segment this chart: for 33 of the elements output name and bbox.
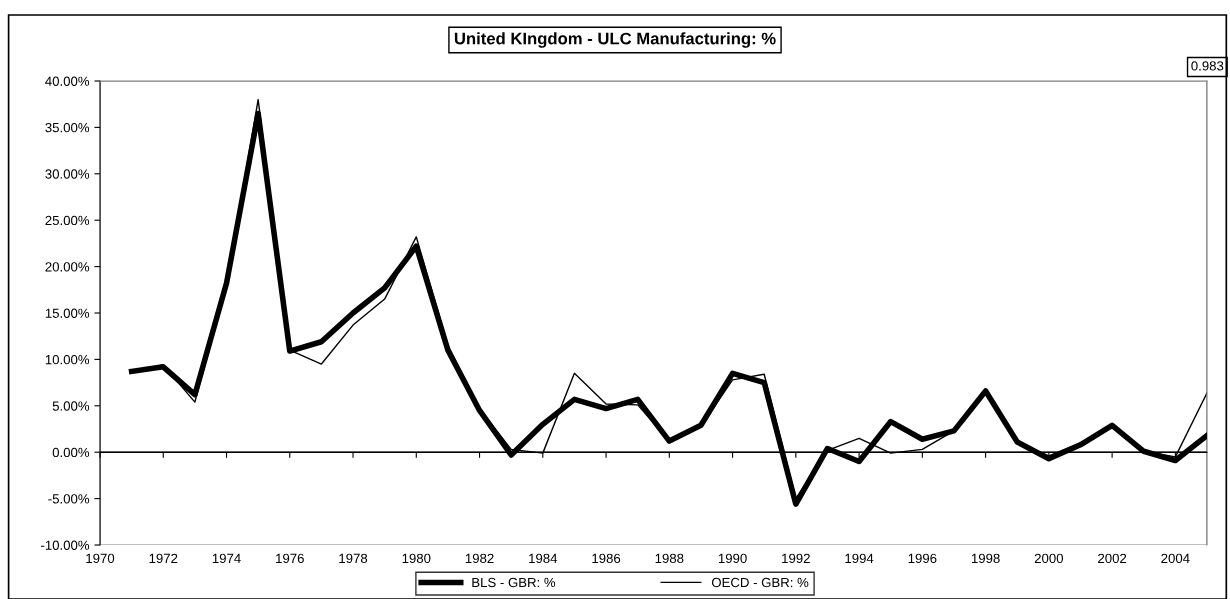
x-tick-label: 1994: [845, 553, 874, 564]
y-tick-label: 40.00%: [45, 76, 90, 86]
x-tick-label: 1998: [971, 553, 1000, 564]
chart-title: United KIngdom - ULC Manufacturing: %: [454, 32, 776, 48]
x-tick-label: 1978: [339, 553, 368, 564]
x-tick-label: 1984: [529, 553, 558, 564]
text: 0.983: [1191, 61, 1224, 71]
y-tick-label: 25.00%: [45, 215, 90, 226]
x-tick-label: 1982: [465, 553, 494, 564]
legend-label: OECD - GBR: %: [711, 577, 809, 588]
y-tick-label: -10.00%: [41, 540, 90, 550]
x-tick-label: 1980: [402, 553, 431, 564]
x-tick-label: 1996: [908, 553, 937, 564]
y-tick-label: 20.00%: [45, 262, 90, 272]
x-tick-label: 2002: [1098, 553, 1127, 564]
y-tick-label: 5.00%: [52, 401, 90, 411]
y-tick-label: 35.00%: [45, 122, 90, 133]
x-tick-label: 1976: [276, 553, 304, 564]
x-tick-label: 1990: [718, 553, 747, 564]
x-tick-label: 1970: [86, 553, 115, 564]
x-tick-label: 1986: [592, 553, 621, 564]
y-tick-label: 15.00%: [45, 308, 90, 318]
legend-label: BLS - GBR: %: [472, 577, 556, 588]
x-tick-label: 1988: [655, 553, 684, 564]
x-tick-label: 2004: [1161, 553, 1190, 564]
y-tick-label: 30.00%: [45, 169, 90, 179]
x-tick-label: 1974: [212, 553, 241, 564]
y-tick-label: 10.00%: [45, 354, 90, 365]
x-tick-label: 2000: [1034, 553, 1064, 564]
x-tick-label: 1972: [149, 553, 178, 564]
y-tick-label: 0.00%: [52, 447, 90, 458]
y-tick-label: -5.00%: [48, 494, 90, 504]
x-tick-label: 1992: [782, 553, 810, 564]
